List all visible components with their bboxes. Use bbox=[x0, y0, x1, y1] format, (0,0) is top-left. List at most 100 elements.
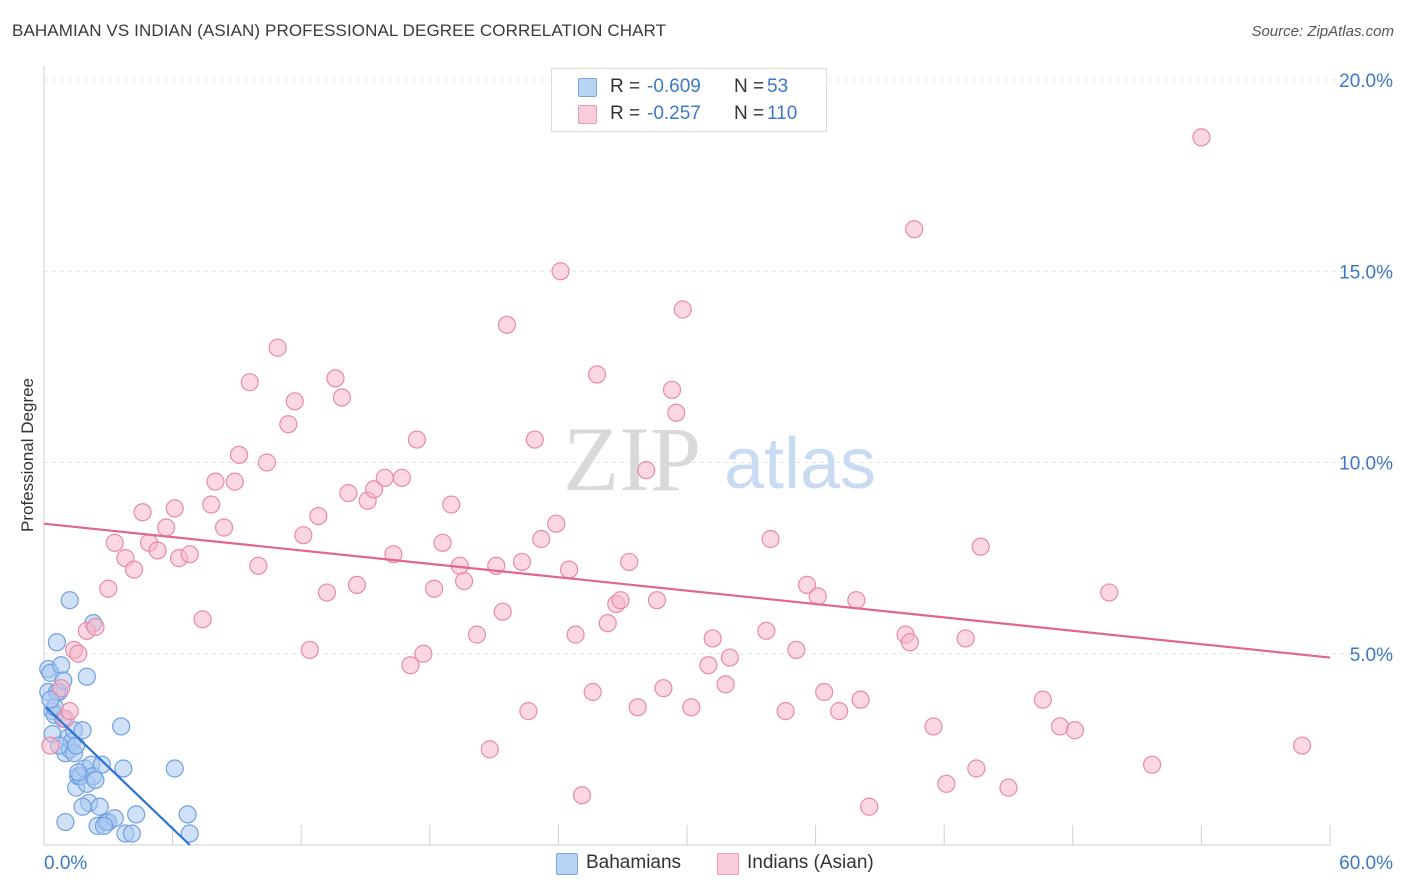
legend-swatch-bahamians bbox=[578, 78, 597, 97]
indian-point bbox=[257, 453, 277, 472]
grid-lines bbox=[44, 79, 1394, 655]
indian-point bbox=[202, 495, 221, 514]
bottom-legend-label: Bahamians bbox=[586, 852, 682, 873]
indian-point bbox=[424, 579, 444, 598]
indian-point bbox=[279, 415, 298, 434]
bahamian-point bbox=[56, 812, 75, 832]
indian-point bbox=[332, 388, 352, 407]
legend-n-label: N = bbox=[734, 76, 765, 97]
indian-point bbox=[407, 430, 427, 449]
bottom-legend-swatch bbox=[717, 853, 739, 875]
indian-point bbox=[654, 679, 673, 698]
legend-r-label: R = bbox=[610, 76, 641, 97]
bottom-legend-label: Indians (Asian) bbox=[747, 852, 874, 873]
indian-point bbox=[547, 514, 566, 533]
bahamian-point bbox=[94, 816, 114, 835]
indian-point bbox=[454, 571, 474, 591]
indian-point bbox=[285, 392, 304, 411]
indian-point bbox=[133, 503, 152, 522]
indian-point bbox=[620, 552, 639, 572]
bahamian-point bbox=[73, 721, 92, 740]
indian-point bbox=[294, 526, 313, 545]
indian-point bbox=[229, 445, 249, 464]
chart-title: BAHAMIAN VS INDIAN (ASIAN) PROFESSIONAL … bbox=[12, 21, 667, 40]
indian-point bbox=[60, 702, 79, 721]
indian-point bbox=[375, 468, 394, 487]
bahamian-point bbox=[178, 805, 197, 824]
indian-point bbox=[566, 625, 585, 644]
indian-point bbox=[860, 797, 879, 816]
indian-point bbox=[716, 675, 735, 694]
indian-point bbox=[326, 369, 345, 388]
indian-point bbox=[99, 579, 118, 598]
indian-point bbox=[682, 698, 701, 717]
indian-point bbox=[512, 552, 532, 572]
indian-point bbox=[560, 560, 579, 579]
indian-point bbox=[797, 575, 817, 595]
indian-point bbox=[900, 633, 920, 652]
legend-r-label: R = bbox=[610, 103, 641, 124]
indian-point bbox=[249, 556, 268, 575]
indian-point bbox=[1293, 736, 1312, 755]
indian-point bbox=[1143, 755, 1162, 774]
indian-point bbox=[628, 698, 647, 717]
indian-point bbox=[673, 300, 692, 319]
bahamian-point bbox=[60, 591, 79, 610]
indian-point bbox=[1033, 690, 1052, 709]
bahamian-point bbox=[52, 656, 71, 675]
indian-point bbox=[401, 656, 420, 675]
indian-point bbox=[433, 533, 452, 552]
indian-point bbox=[124, 560, 144, 579]
indian-point bbox=[776, 702, 795, 721]
indian-point bbox=[300, 640, 319, 660]
indian-point bbox=[598, 614, 617, 633]
indian-point bbox=[757, 621, 776, 640]
indian-point bbox=[206, 472, 225, 491]
indian-point bbox=[157, 518, 176, 537]
indian-point bbox=[532, 529, 551, 549]
indian-point bbox=[41, 736, 60, 755]
x-tick-label: 60.0% bbox=[1339, 853, 1393, 874]
indian-point bbox=[309, 506, 328, 526]
indian-point bbox=[467, 625, 487, 644]
indian-point bbox=[347, 575, 367, 595]
bahamian-point bbox=[67, 736, 86, 755]
bahamian-point bbox=[77, 667, 96, 686]
x-tick-label: 0.0% bbox=[44, 853, 87, 874]
y-axis-label: Professional Degree bbox=[18, 377, 37, 533]
indian-point bbox=[699, 656, 718, 675]
indian-point bbox=[956, 629, 975, 648]
indian-trend-line bbox=[43, 522, 1331, 659]
indian-point bbox=[583, 682, 602, 702]
bahamian-point bbox=[41, 690, 60, 709]
y-tick-label: 10.0% bbox=[1339, 454, 1393, 475]
bahamian-point bbox=[122, 824, 141, 843]
indian-point bbox=[830, 702, 849, 721]
legend-n-value: 110 bbox=[767, 103, 798, 124]
indian-point bbox=[148, 541, 167, 560]
indian-point bbox=[905, 220, 924, 239]
bahamian-trend-line bbox=[45, 706, 191, 846]
indian-point bbox=[480, 740, 499, 759]
indian-point bbox=[703, 629, 722, 648]
axes bbox=[43, 66, 1331, 846]
indian-point bbox=[937, 774, 956, 793]
indian-point bbox=[52, 679, 71, 698]
indian-point bbox=[720, 648, 739, 667]
indian-point bbox=[414, 644, 433, 663]
bahamian-point bbox=[92, 755, 111, 774]
indian-point bbox=[787, 640, 806, 660]
indian-point bbox=[1100, 583, 1119, 602]
y-tick-label: 15.0% bbox=[1339, 262, 1393, 283]
indian-point bbox=[551, 262, 570, 281]
y-tick-label: 20.0% bbox=[1339, 71, 1393, 92]
indian-point bbox=[662, 380, 682, 399]
bahamian-point bbox=[180, 824, 199, 843]
bahamian-point bbox=[73, 797, 92, 816]
indian-point bbox=[214, 518, 234, 537]
indian-point bbox=[180, 545, 199, 564]
indian-point bbox=[808, 587, 827, 606]
legend-n-value: 53 bbox=[767, 76, 789, 97]
bahamian-point bbox=[165, 759, 184, 778]
indian-point bbox=[851, 690, 870, 709]
